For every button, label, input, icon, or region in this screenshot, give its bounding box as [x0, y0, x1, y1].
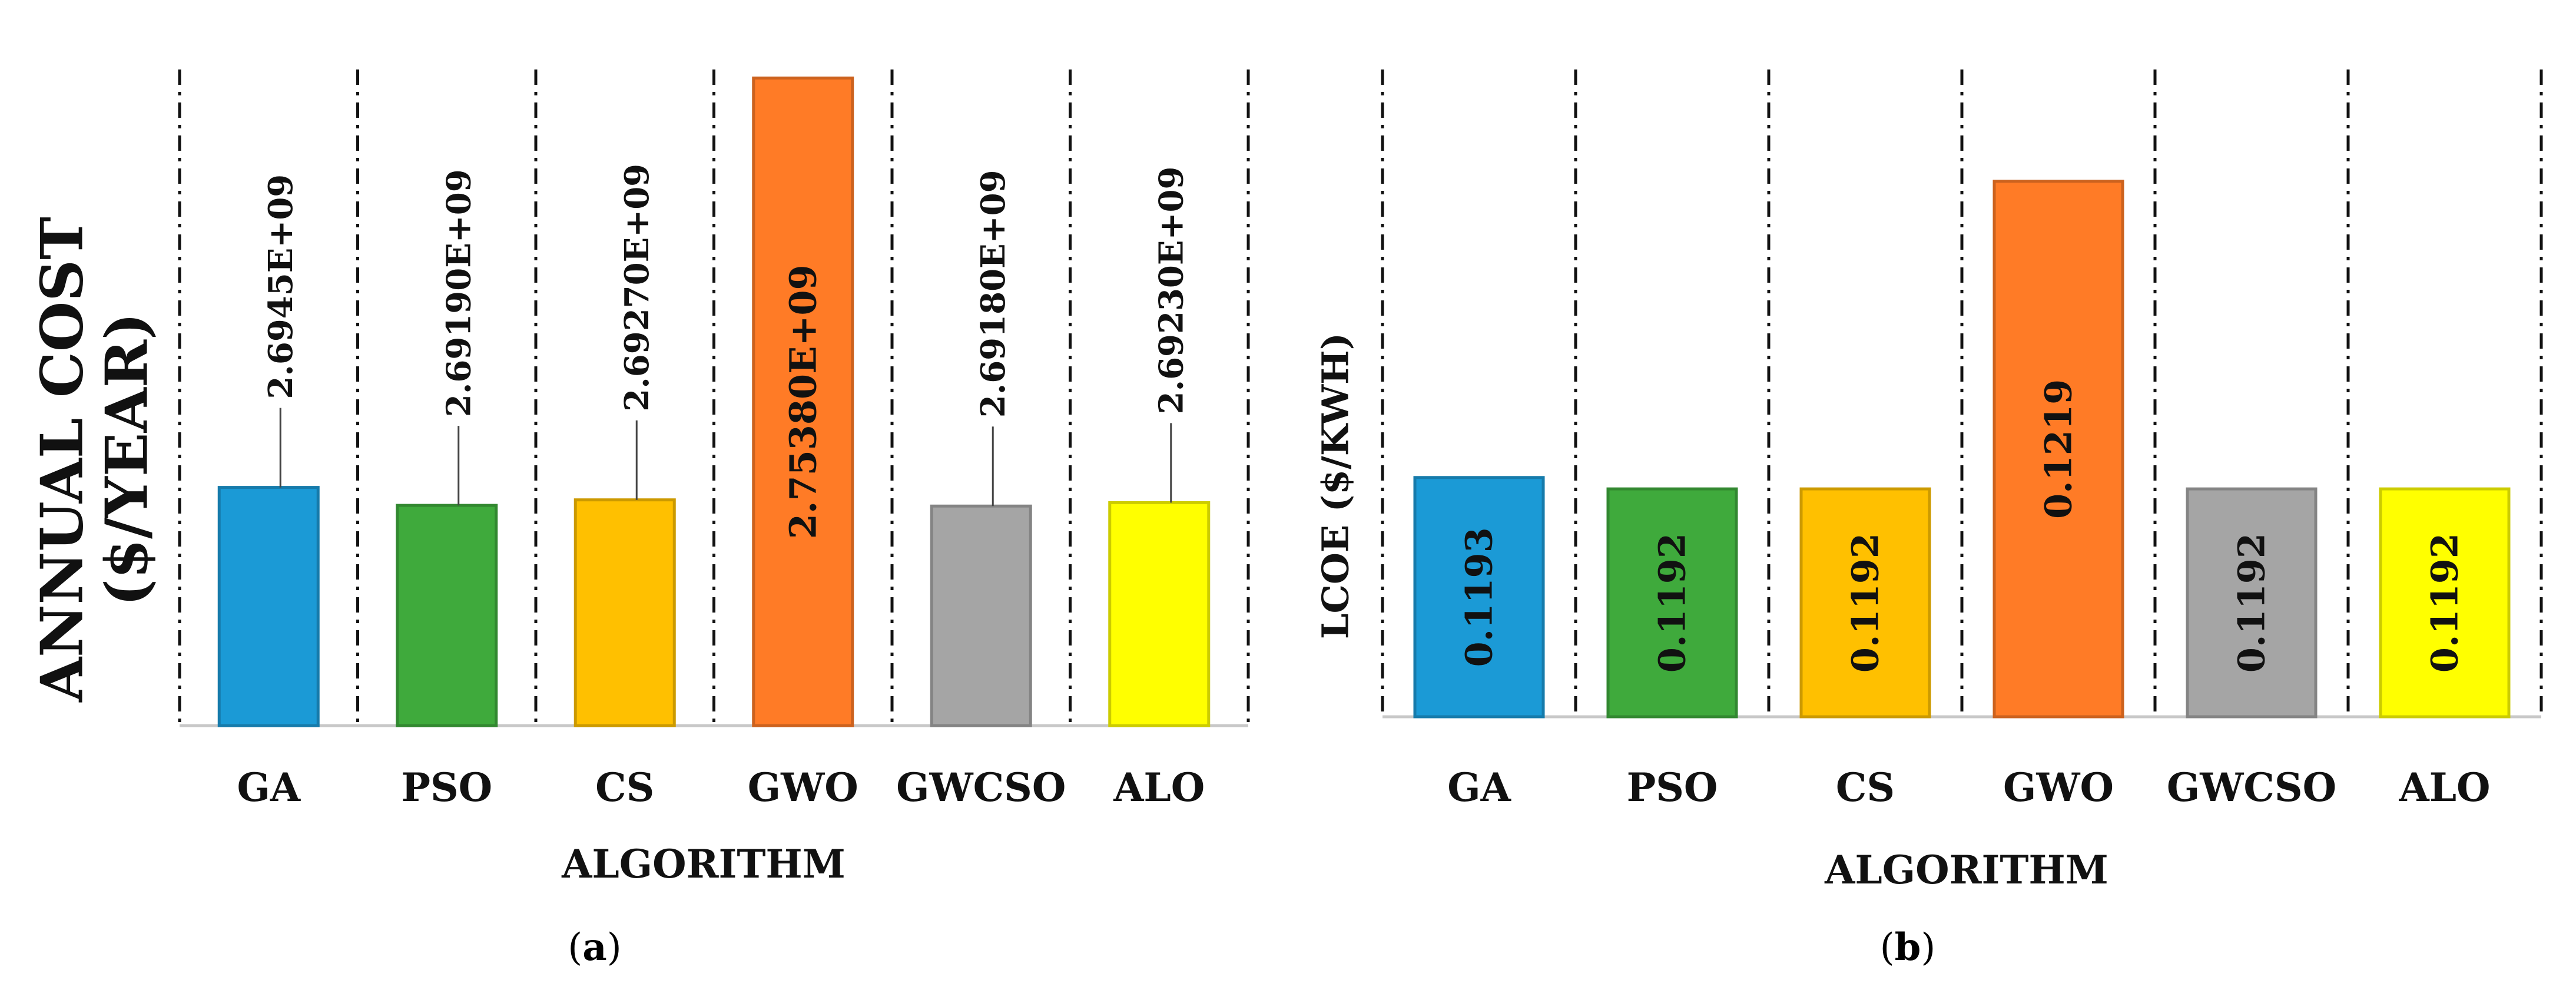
x-tick-label: ALO — [1113, 764, 1205, 810]
panel-a-annual-cost-chart: GA 2.6945E+09 PSO 2.69190E+09 CS 2.69270E+09 G… — [28, 69, 1250, 887]
x-tick-label: CS — [595, 764, 654, 810]
data-label: 0.1192 — [2424, 533, 2466, 673]
data-label: 2.69270E+09 — [618, 164, 657, 412]
panel-b-lcoe-chart: GA 0.1193 PSO 0.1192 CS 0.1192 GWO 0.1219 GWCSO 0… — [1314, 69, 2543, 893]
x-tick-label: GWO — [748, 764, 858, 810]
bar — [2186, 487, 2318, 719]
x-axis-title: ALGORITHM — [561, 841, 846, 887]
bar — [1413, 476, 1545, 719]
bar — [1992, 180, 2124, 719]
bar — [217, 486, 320, 727]
bar — [752, 77, 854, 727]
bar — [396, 504, 498, 727]
bar — [1799, 487, 1931, 719]
panel-a-caption: (a) — [568, 925, 621, 969]
data-label: 0.1192 — [2230, 533, 2273, 673]
x-tick-label: PSO — [1627, 764, 1718, 810]
y-axis-title: LCOE ($/KWH) — [1314, 333, 1357, 639]
x-tick-label: CS — [1836, 764, 1895, 810]
x-axis-title: ALGORITHM — [1824, 847, 2108, 893]
bar — [2379, 487, 2511, 719]
data-label: 2.69230E+09 — [1152, 167, 1191, 415]
data-label: 0.1192 — [1651, 533, 1694, 673]
bar — [1108, 501, 1211, 727]
x-tick-label: GA — [237, 764, 300, 810]
data-label: 0.1219 — [2037, 379, 2080, 519]
bar — [930, 504, 1032, 727]
data-label: 0.1193 — [1458, 527, 1501, 667]
x-tick-label: PSO — [401, 764, 492, 810]
x-tick-label: GA — [1447, 764, 1511, 810]
panel-b-caption: (b) — [1880, 925, 1936, 969]
y-axis-title: ANNUAL COST — [28, 217, 96, 703]
x-tick-label: GWO — [2003, 764, 2114, 810]
x-tick-label: GWCSO — [896, 764, 1066, 810]
data-label: 2.69180E+09 — [974, 170, 1013, 418]
data-label: 2.69190E+09 — [439, 169, 478, 417]
x-tick-label: GWCSO — [2167, 764, 2336, 810]
data-label: 2.75380E+09 — [781, 264, 824, 539]
bar — [1606, 487, 1738, 719]
data-label: 0.1192 — [1844, 533, 1887, 673]
x-tick-label: ALO — [2398, 764, 2490, 810]
data-label: 2.6945E+09 — [261, 174, 300, 399]
y-axis-title: ($/YEAR) — [93, 313, 161, 607]
bar — [573, 498, 676, 727]
